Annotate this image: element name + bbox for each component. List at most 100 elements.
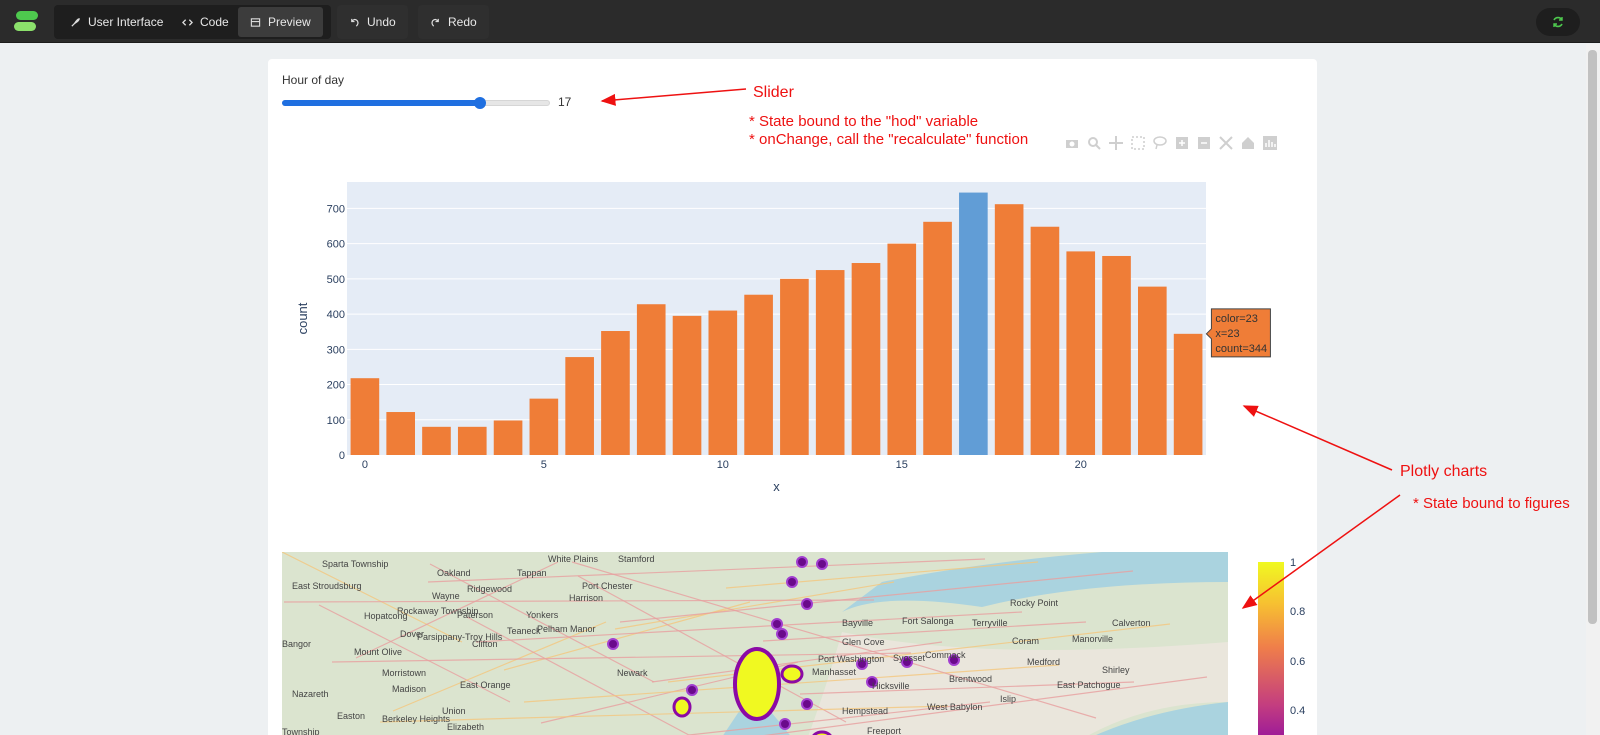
camera-icon[interactable]: [1064, 135, 1080, 151]
tab-label: Preview: [268, 15, 311, 29]
map-place-label: Township: [282, 727, 320, 735]
density-point: [816, 558, 828, 570]
slider-fill: [282, 100, 481, 106]
bar-hour-21: [1102, 255, 1131, 455]
map-place-label: Rockaway Township: [397, 606, 478, 616]
code-icon: [182, 18, 193, 26]
map-place-label: Parsippany-Troy Hills: [417, 632, 503, 642]
zoom-out-icon[interactable]: [1196, 135, 1212, 151]
bar-hour-18: [994, 204, 1024, 455]
bar-hour-9: [672, 315, 702, 455]
pan-icon[interactable]: [1108, 135, 1124, 151]
map-road: [282, 552, 463, 643]
colorbar-tick: 0.6: [1290, 656, 1306, 668]
bar-hour-17: [959, 192, 988, 455]
x-tick-label: 15: [896, 459, 908, 471]
colorbar-tick: 0.4: [1290, 705, 1306, 717]
hour-of-day-slider[interactable]: [282, 97, 550, 109]
sync-icon: [1553, 16, 1563, 28]
redo-button[interactable]: Redo: [418, 5, 489, 39]
map-place-label: Islip: [1000, 694, 1016, 704]
density-point: [796, 556, 808, 568]
y-tick-label: 700: [327, 203, 345, 215]
slider-value: 17: [558, 95, 572, 109]
bar-hour-15: [887, 243, 917, 455]
map-water-sound: [842, 552, 1228, 612]
annotation-charts-title: Plotly charts: [1400, 463, 1488, 480]
bar-hour-13: [815, 270, 845, 455]
undo-button[interactable]: Undo: [337, 5, 408, 39]
density-point: [779, 718, 791, 730]
x-tick-label: 5: [541, 459, 547, 471]
map-road: [614, 581, 895, 630]
map-place-label: Elizabeth: [447, 722, 484, 732]
tab-code[interactable]: Code: [170, 7, 241, 37]
map-place-label: Union: [442, 706, 466, 716]
map-road: [799, 681, 1135, 695]
undo-icon: [351, 18, 359, 27]
autoscale-icon[interactable]: [1218, 135, 1234, 151]
bar-hour-7: [601, 331, 630, 455]
tab-user-interface[interactable]: User Interface: [58, 7, 175, 37]
app-logo-icon: [14, 11, 38, 31]
density-point: [801, 698, 813, 710]
annotation-slider-note-2: * onChange, call the "recalculate" funct…: [749, 131, 1029, 148]
map-road: [331, 652, 912, 663]
plotly-logo-icon[interactable]: [1262, 135, 1278, 151]
undo-label: Undo: [367, 15, 396, 29]
lasso-icon[interactable]: [1152, 135, 1168, 151]
map-place-label: Freeport: [867, 726, 902, 735]
hover-tooltip-text: x=23: [1215, 328, 1239, 340]
map-place-label: Medford: [1027, 657, 1060, 667]
bar-hour-6: [565, 357, 594, 455]
map-road: [725, 561, 1039, 589]
zoom-icon[interactable]: [1086, 135, 1102, 151]
density-point: [686, 684, 698, 696]
y-tick-label: 600: [327, 239, 345, 251]
map-road: [762, 621, 1087, 642]
page-scrollbar-thumb[interactable]: [1588, 50, 1597, 624]
bar-hour-16: [923, 221, 952, 455]
map-place-label: Glen Cove: [842, 637, 885, 647]
density-point: [607, 638, 619, 650]
map-place-label: Coram: [1012, 636, 1039, 646]
x-axis-title: x: [773, 479, 780, 494]
density-map[interactable]: Sparta Township Oakland Tappan White Plains…: [282, 552, 1228, 735]
map-road: [429, 563, 655, 683]
map-road: [283, 599, 875, 603]
map-place-label: Clifton: [472, 639, 498, 649]
density-hotspot: [812, 730, 832, 735]
density-point: [786, 576, 798, 588]
map-place-label: Commack: [925, 650, 966, 660]
density-point: [856, 658, 868, 670]
map-place-label: Easton: [337, 711, 365, 721]
map-place-label: Tappan: [517, 568, 547, 578]
bar-hour-0: [350, 378, 380, 455]
bar-hour-11: [744, 294, 773, 455]
slider-thumb[interactable]: [474, 97, 487, 109]
map-place-label: Nazareth: [292, 689, 329, 699]
map-place-label: Rocky Point: [1010, 598, 1059, 608]
map-place-label: Ridgewood: [467, 584, 512, 594]
map-place-label: Paterson: [457, 610, 493, 620]
tab-preview[interactable]: Preview: [238, 7, 323, 37]
map-road: [688, 701, 991, 735]
bar-hour-20: [1066, 251, 1096, 455]
zoom-in-icon[interactable]: [1174, 135, 1190, 151]
map-road: [619, 570, 1134, 623]
map-place-label: Wayne: [432, 591, 460, 601]
redo-label: Redo: [448, 15, 477, 29]
hover-tooltip-box: [1205, 308, 1271, 358]
map-road: [651, 641, 943, 683]
map-place-label: Calverton: [1112, 618, 1151, 628]
home-icon[interactable]: [1240, 135, 1256, 151]
bar-hour-8: [636, 304, 666, 455]
sync-button[interactable]: [1536, 8, 1580, 36]
box-select-icon[interactable]: [1130, 135, 1146, 151]
map-place-label: Shirley: [1102, 665, 1130, 675]
bar-hour-19: [1030, 226, 1060, 455]
y-tick-label: 0: [339, 450, 345, 462]
density-hotspot: [733, 647, 781, 721]
bar-hour-3: [457, 426, 487, 455]
